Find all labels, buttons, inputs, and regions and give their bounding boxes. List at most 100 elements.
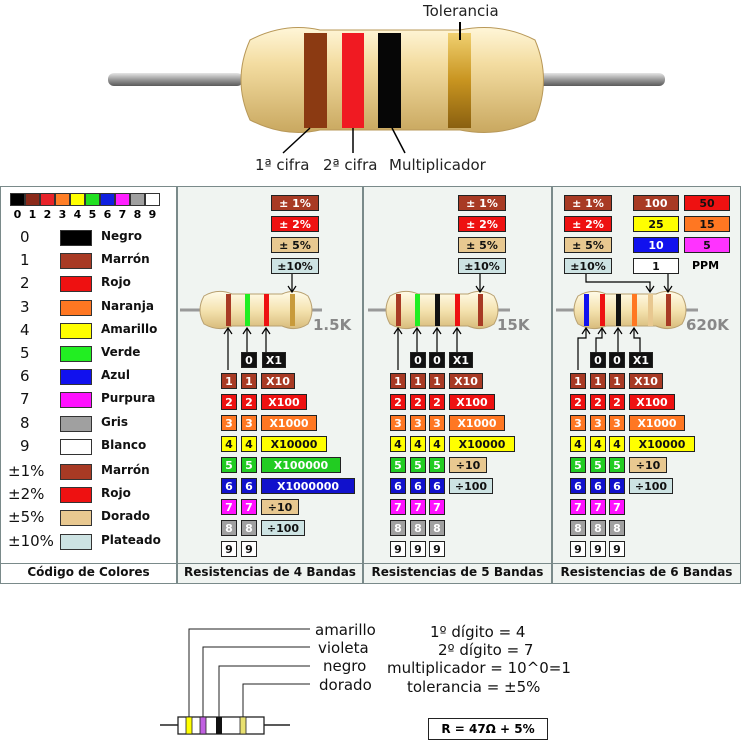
digit-square: 2 [570, 394, 586, 410]
digit-square: 9 [590, 541, 606, 557]
digit-square: 9 [609, 541, 625, 557]
scale-swatch [85, 193, 100, 206]
scale-number: 9 [148, 208, 157, 221]
legend-color-name: Purpura [101, 391, 156, 406]
multiplier-badge: X1000 [629, 415, 685, 431]
ppm-badge: 50 [684, 195, 730, 211]
example-explanation: multiplicador = 10^0=1 [387, 659, 571, 677]
band-black [378, 33, 401, 128]
digit-square: 1 [570, 373, 586, 389]
legend-swatch [60, 369, 92, 386]
digit-square: 1 [410, 373, 426, 389]
legend-number: 9 [20, 436, 30, 455]
panel6-footer: Resistencias de 6 Bandas [560, 565, 733, 579]
digit-square: 4 [241, 436, 257, 452]
tolerance-badge: ± 2% [564, 216, 612, 232]
legend-color-name: Plateado [101, 532, 161, 547]
digit-square: 2 [221, 394, 237, 410]
legend-swatch [60, 299, 92, 316]
example-color-name: dorado [319, 676, 372, 694]
tolerance-badge: ±10% [458, 258, 506, 274]
panel5-footer: Resistencias de 5 Bandas [371, 565, 544, 579]
legend-number: 2 [20, 274, 30, 293]
resistor-lead-left [108, 73, 243, 86]
example-explanation: 2º dígito = 7 [438, 641, 534, 659]
multiplier-badge: X10 [629, 373, 663, 389]
digit-square: 8 [410, 520, 426, 536]
scale-swatch [40, 193, 55, 206]
digit-square: 3 [241, 415, 257, 431]
legend-swatch [60, 510, 92, 527]
legend-number: 6 [20, 367, 30, 386]
legend-color-name: Negro [101, 229, 142, 243]
digit-square: 7 [590, 499, 606, 515]
digit1-label: 1ª cifra [255, 156, 310, 174]
digit-square: 8 [590, 520, 606, 536]
ppm-label: PPM [692, 259, 720, 272]
digit-square: 3 [609, 415, 625, 431]
legend-swatch [60, 322, 92, 339]
digit-square: 4 [609, 436, 625, 452]
scale-number: 6 [103, 208, 112, 221]
digit-square: 4 [390, 436, 406, 452]
multiplier-badge: X100 [261, 394, 307, 410]
digit-square: 5 [241, 457, 257, 473]
digit-square: 6 [241, 478, 257, 494]
digit-square: 8 [429, 520, 445, 536]
multiplier-badge: X10000 [449, 436, 515, 452]
digit-zero: 0 [241, 352, 257, 368]
legend-swatch [60, 533, 92, 550]
digit-square: 1 [241, 373, 257, 389]
digit-square: 2 [241, 394, 257, 410]
digit-square: 6 [221, 478, 237, 494]
legend-color-name: Blanco [101, 437, 147, 452]
digit-square: 4 [410, 436, 426, 452]
digit-square: 9 [429, 541, 445, 557]
digit-zero: 0 [410, 352, 426, 368]
legend-swatch [60, 487, 92, 504]
footer-divider [0, 563, 741, 564]
digit-square: 8 [570, 520, 586, 536]
digit-square: 1 [590, 373, 606, 389]
multiplier-badge: X10 [449, 373, 483, 389]
legend-color-name: Rojo [101, 275, 131, 290]
digit-square: 2 [429, 394, 445, 410]
legend-swatch [60, 276, 92, 293]
scale-swatch [55, 193, 70, 206]
tolerance-badge: ± 1% [564, 195, 612, 211]
digit-square: 3 [429, 415, 445, 431]
multiplier-label: Multiplicador [389, 156, 486, 174]
tolerance-badge: ±10% [271, 258, 319, 274]
digit-square: 2 [590, 394, 606, 410]
tolerance-badge: ± 2% [458, 216, 506, 232]
digit-zero: 0 [609, 352, 625, 368]
legend-color-name: Dorado [101, 509, 151, 524]
multiplier-badge: X1 [629, 352, 653, 368]
legend-number: ±1% [8, 462, 45, 480]
multiplier-badge: X1000 [449, 415, 505, 431]
multiplier-badge: ÷10 [629, 457, 667, 473]
digit-square: 7 [390, 499, 406, 515]
digit-square: 5 [590, 457, 606, 473]
legend-number: 8 [20, 413, 30, 432]
digit-square: 7 [221, 499, 237, 515]
digit-square: 9 [221, 541, 237, 557]
legend-color-name: Marrón [101, 463, 150, 477]
multiplier-badge: ÷10 [449, 457, 487, 473]
ppm-badge: 25 [633, 216, 679, 232]
example-color-name: amarillo [315, 621, 376, 639]
digit-square: 4 [570, 436, 586, 452]
scale-number: 5 [88, 208, 97, 221]
legend-color-name: Rojo [101, 486, 131, 501]
example-color-name: negro [323, 657, 367, 675]
scale-number: 1 [28, 208, 37, 221]
digit-square: 5 [390, 457, 406, 473]
scale-swatch [145, 193, 160, 206]
digit-square: 3 [221, 415, 237, 431]
multiplier-badge: X10000 [629, 436, 695, 452]
digit-square: 7 [429, 499, 445, 515]
legend-number: 4 [20, 320, 30, 339]
legend-color-name: Marrón [101, 252, 150, 267]
multiplier-badge: ÷100 [629, 478, 673, 494]
digit-square: 8 [390, 520, 406, 536]
